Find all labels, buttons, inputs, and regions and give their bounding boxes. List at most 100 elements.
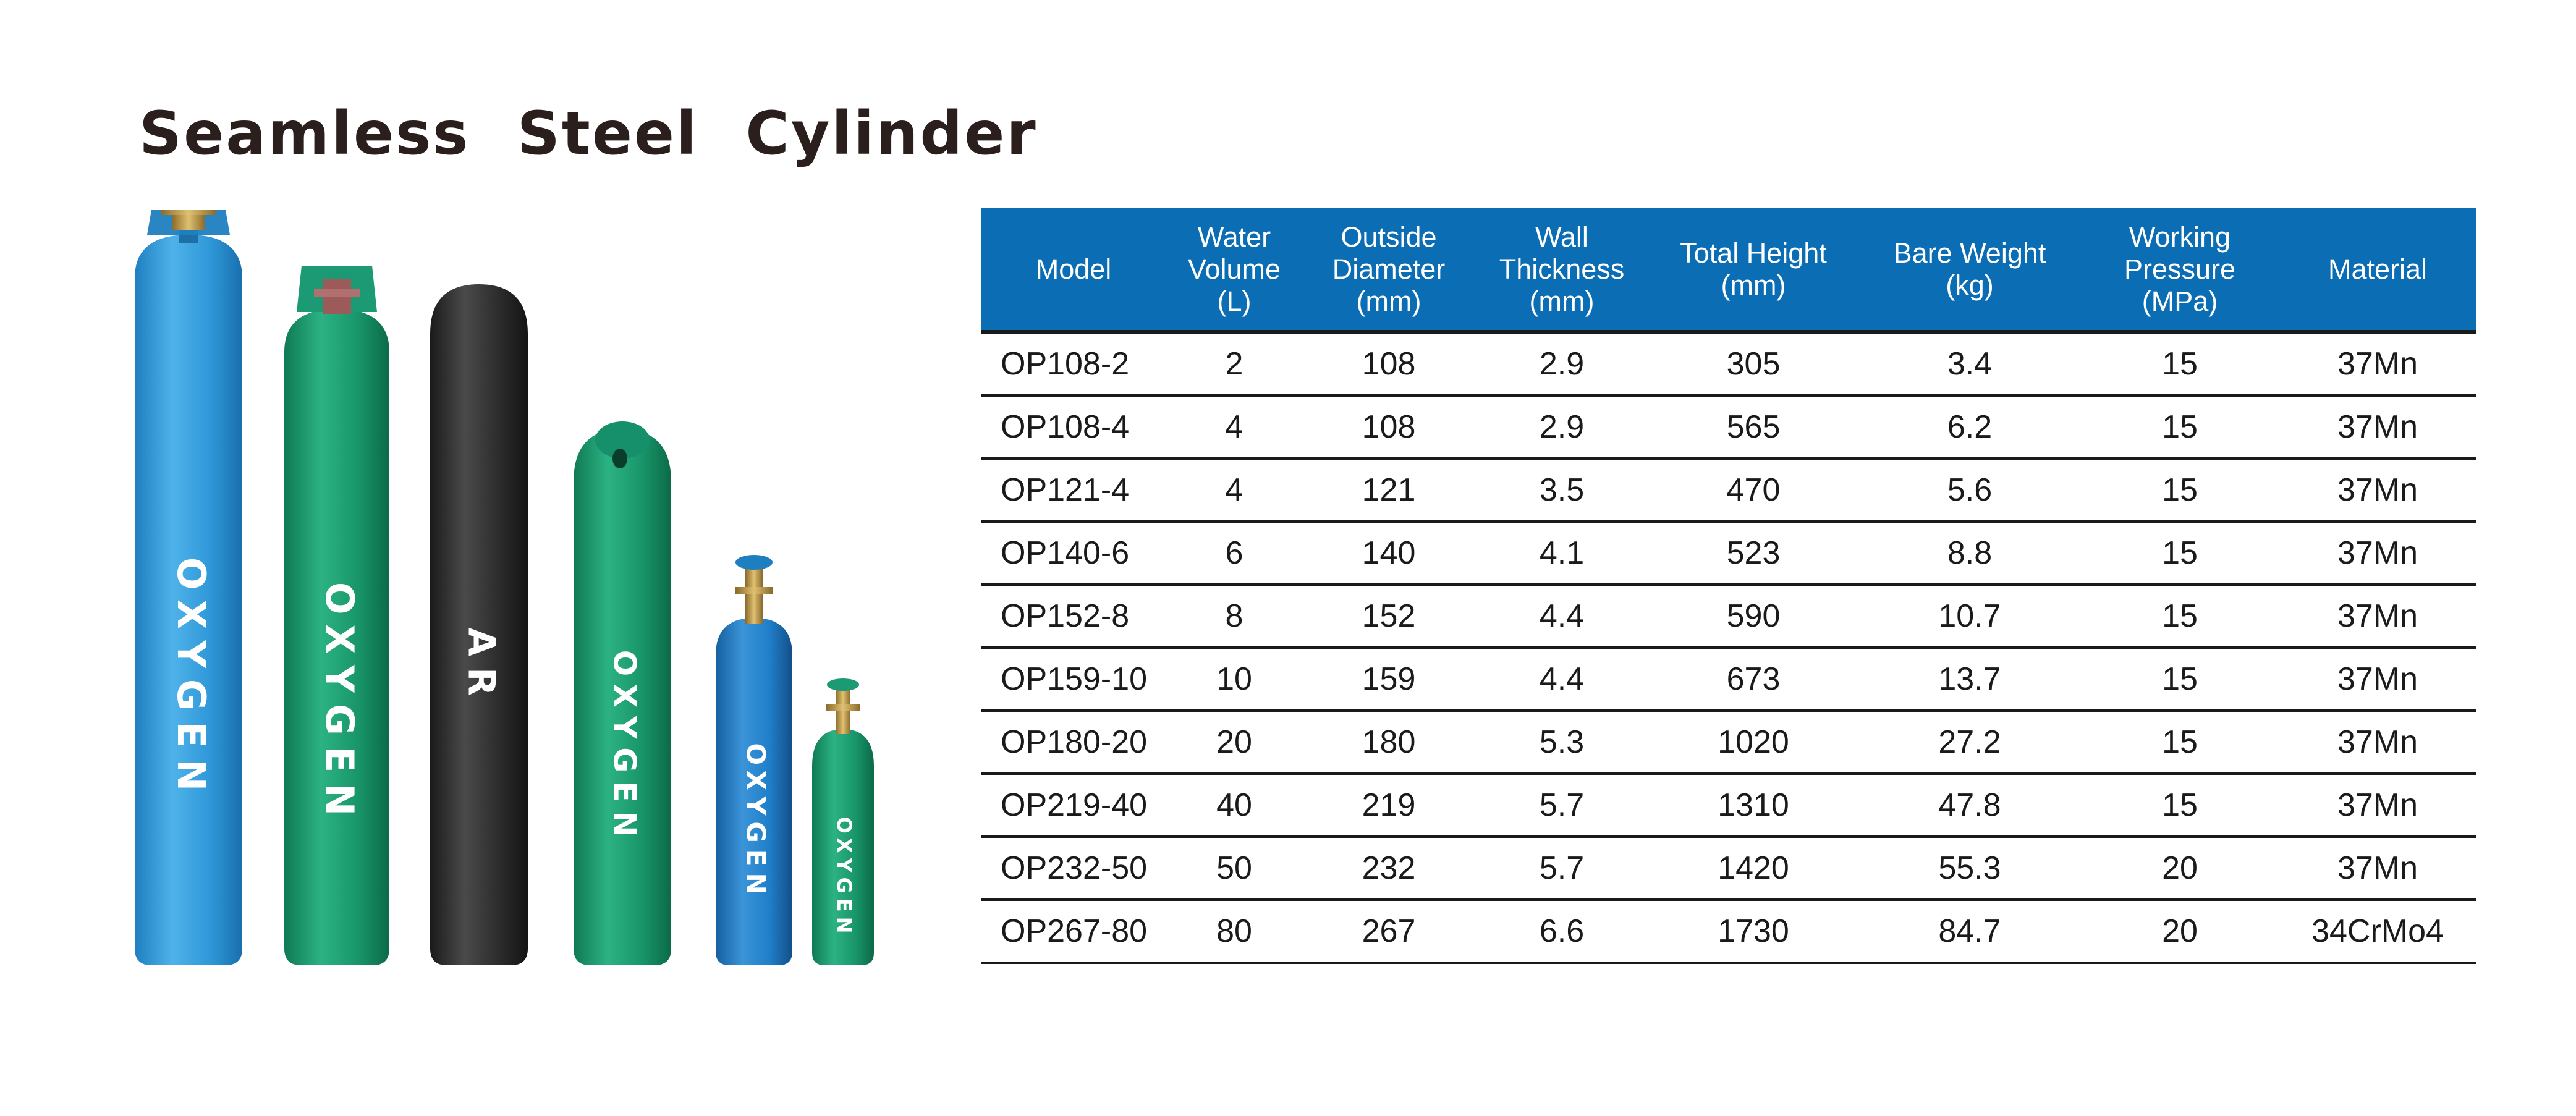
cell-outside-diameter: 159 bbox=[1302, 648, 1475, 712]
cell-outside-diameter: 180 bbox=[1302, 711, 1475, 775]
cell-model: OP219-40 bbox=[981, 774, 1166, 838]
cell-outside-diameter: 219 bbox=[1302, 774, 1475, 838]
cell-bare-weight: 5.6 bbox=[1858, 459, 2081, 523]
column-header-bare-weight: Bare Weight (kg) bbox=[1858, 208, 2081, 334]
cylinder-5: OXYGEN bbox=[716, 555, 792, 965]
cell-water-volume: 20 bbox=[1166, 711, 1302, 775]
cell-water-volume: 50 bbox=[1166, 837, 1302, 901]
cell-outside-diameter: 267 bbox=[1302, 900, 1475, 964]
cell-wall-thickness: 4.4 bbox=[1475, 585, 1648, 649]
cell-total-height: 470 bbox=[1648, 459, 1858, 523]
cell-total-height: 1730 bbox=[1648, 900, 1858, 964]
cell-working-pressure: 20 bbox=[2081, 900, 2279, 964]
cylinder-3: AR bbox=[430, 284, 528, 965]
cell-bare-weight: 3.4 bbox=[1858, 332, 2081, 397]
cell-material: 34CrMo4 bbox=[2279, 900, 2476, 964]
cell-water-volume: 2 bbox=[1166, 332, 1302, 397]
cell-wall-thickness: 5.3 bbox=[1475, 711, 1648, 775]
cell-water-volume: 4 bbox=[1166, 459, 1302, 523]
cylinder-label: OXYGEN bbox=[169, 557, 214, 802]
cell-bare-weight: 27.2 bbox=[1858, 711, 2081, 775]
cell-outside-diameter: 232 bbox=[1302, 837, 1475, 901]
cell-model: OP159-10 bbox=[981, 648, 1166, 712]
cell-bare-weight: 6.2 bbox=[1858, 395, 2081, 460]
cell-water-volume: 4 bbox=[1166, 395, 1302, 460]
table-row: OP219-40 40 219 5.7 1310 47.8 15 37Mn bbox=[981, 774, 2476, 838]
handle-hole-icon bbox=[612, 449, 627, 468]
cell-wall-thickness: 4.1 bbox=[1475, 522, 1648, 586]
table-header-row: Model Water Volume (L) Outside Diameter … bbox=[981, 208, 2476, 334]
cylinder-label: OXYGEN bbox=[741, 743, 771, 900]
cell-total-height: 590 bbox=[1648, 585, 1858, 649]
cylinder-6: OXYGEN bbox=[812, 678, 874, 965]
cell-water-volume: 80 bbox=[1166, 900, 1302, 964]
cylinder-label: OXYGEN bbox=[833, 817, 856, 939]
cell-material: 37Mn bbox=[2279, 711, 2476, 775]
cylinder-1: OXYGEN bbox=[135, 210, 242, 965]
valve-handwheel-icon bbox=[735, 555, 773, 570]
cell-working-pressure: 15 bbox=[2081, 774, 2279, 838]
cell-material: 37Mn bbox=[2279, 522, 2476, 586]
cell-model: OP152-8 bbox=[981, 585, 1166, 649]
cell-total-height: 1020 bbox=[1648, 711, 1858, 775]
cylinder-2: OXYGEN bbox=[284, 266, 389, 965]
column-header-outside-diameter: Outside Diameter (mm) bbox=[1302, 208, 1475, 334]
cell-model: OP180-20 bbox=[981, 711, 1166, 775]
cell-model: OP108-2 bbox=[981, 332, 1166, 397]
cell-working-pressure: 15 bbox=[2081, 395, 2279, 460]
cell-bare-weight: 8.8 bbox=[1858, 522, 2081, 586]
table-row: OP232-50 50 232 5.7 1420 55.3 20 37Mn bbox=[981, 837, 2476, 901]
cell-outside-diameter: 140 bbox=[1302, 522, 1475, 586]
cylinder-label: AR bbox=[459, 628, 502, 708]
cell-wall-thickness: 3.5 bbox=[1475, 459, 1648, 523]
cell-bare-weight: 47.8 bbox=[1858, 774, 2081, 838]
cell-total-height: 565 bbox=[1648, 395, 1858, 460]
valve-icon bbox=[745, 569, 763, 624]
cell-total-height: 305 bbox=[1648, 332, 1858, 397]
cell-working-pressure: 15 bbox=[2081, 459, 2279, 523]
cell-material: 37Mn bbox=[2279, 837, 2476, 901]
cell-model: OP140-6 bbox=[981, 522, 1166, 586]
cell-model: OP121-4 bbox=[981, 459, 1166, 523]
cell-total-height: 523 bbox=[1648, 522, 1858, 586]
cylinder-4: OXYGEN bbox=[574, 421, 671, 965]
cell-model: OP108-4 bbox=[981, 395, 1166, 460]
cell-material: 37Mn bbox=[2279, 459, 2476, 523]
table-row: OP267-80 80 267 6.6 1730 84.7 20 34CrMo4 bbox=[981, 900, 2476, 964]
cell-wall-thickness: 2.9 bbox=[1475, 395, 1648, 460]
cell-wall-thickness: 4.4 bbox=[1475, 648, 1648, 712]
column-header-total-height: Total Height (mm) bbox=[1648, 208, 1858, 334]
table-body: OP108-2 2 108 2.9 305 3.4 15 37Mn OP108-4 4 108 2.9… bbox=[981, 332, 2476, 964]
spec-table: Model Water Volume (L) Outside Diameter … bbox=[981, 208, 2476, 964]
cell-outside-diameter: 152 bbox=[1302, 585, 1475, 649]
table-row: OP121-4 4 121 3.5 470 5.6 15 37Mn bbox=[981, 459, 2476, 523]
cell-bare-weight: 84.7 bbox=[1858, 900, 2081, 964]
cell-water-volume: 10 bbox=[1166, 648, 1302, 712]
cell-model: OP267-80 bbox=[981, 900, 1166, 964]
cell-working-pressure: 15 bbox=[2081, 648, 2279, 712]
table-row: OP159-10 10 159 4.4 673 13.7 15 37Mn bbox=[981, 648, 2476, 712]
page-title: Seamless Steel Cylinder bbox=[139, 99, 1038, 168]
cell-working-pressure: 20 bbox=[2081, 837, 2279, 901]
column-header-model: Model bbox=[981, 208, 1166, 334]
cell-wall-thickness: 5.7 bbox=[1475, 837, 1648, 901]
column-header-water-volume: Water Volume (L) bbox=[1166, 208, 1302, 334]
cell-material: 37Mn bbox=[2279, 585, 2476, 649]
cell-total-height: 1420 bbox=[1648, 837, 1858, 901]
cell-outside-diameter: 108 bbox=[1302, 332, 1475, 397]
cell-material: 37Mn bbox=[2279, 648, 2476, 712]
cell-working-pressure: 15 bbox=[2081, 332, 2279, 397]
cell-material: 37Mn bbox=[2279, 395, 2476, 460]
cell-wall-thickness: 6.6 bbox=[1475, 900, 1648, 964]
cell-total-height: 1310 bbox=[1648, 774, 1858, 838]
cylinder-label: OXYGEN bbox=[317, 582, 362, 827]
cell-wall-thickness: 2.9 bbox=[1475, 332, 1648, 397]
cell-outside-diameter: 121 bbox=[1302, 459, 1475, 523]
cell-material: 37Mn bbox=[2279, 774, 2476, 838]
cell-water-volume: 8 bbox=[1166, 585, 1302, 649]
column-header-working-pressure: Working Pressure (MPa) bbox=[2081, 208, 2279, 334]
cell-water-volume: 40 bbox=[1166, 774, 1302, 838]
cell-outside-diameter: 108 bbox=[1302, 395, 1475, 460]
cell-working-pressure: 15 bbox=[2081, 711, 2279, 775]
table-row: OP140-6 6 140 4.1 523 8.8 15 37Mn bbox=[981, 522, 2476, 586]
